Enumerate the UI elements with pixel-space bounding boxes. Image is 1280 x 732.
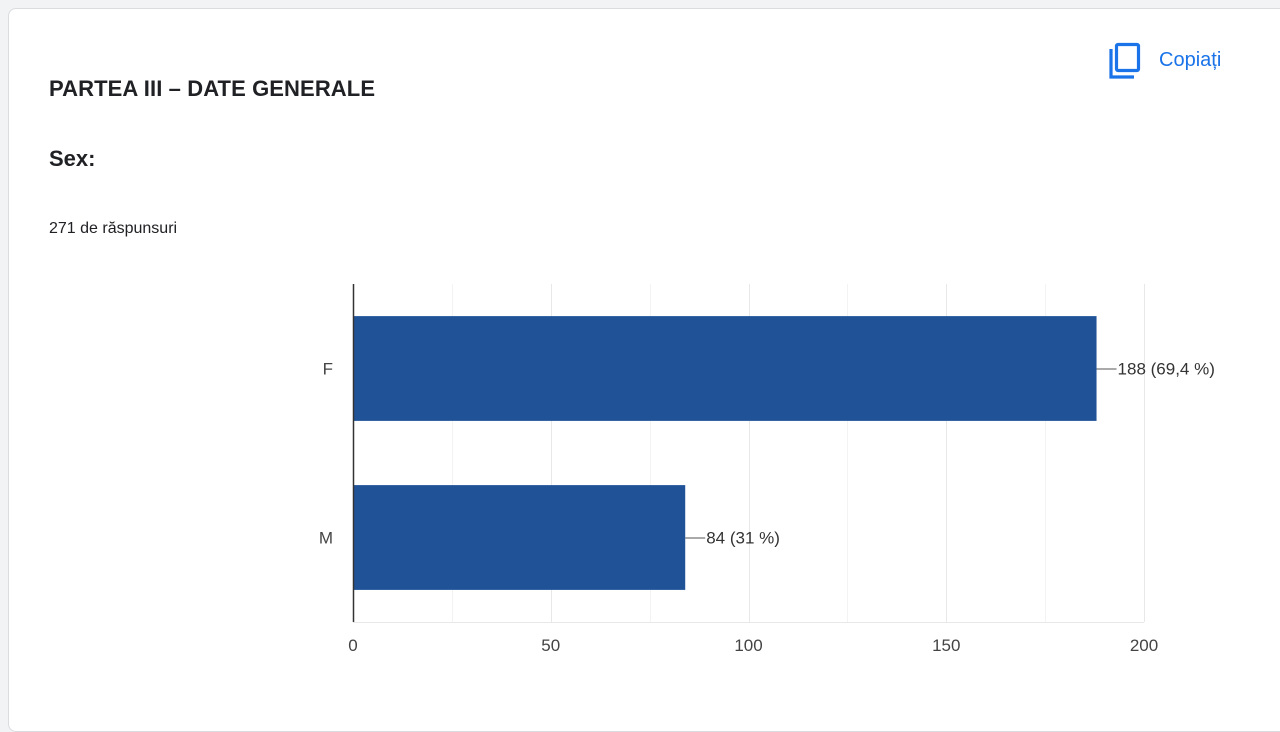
bar-m (353, 485, 686, 590)
category-label: F (323, 360, 333, 379)
question-title: Sex: (49, 146, 96, 171)
copy-icon (1104, 40, 1144, 80)
data-label: 84 (31 %) (706, 529, 780, 548)
section-title: PARTEA III – DATE GENERALE (49, 76, 376, 101)
x-tick-label: 0 (348, 636, 357, 655)
data-label: 188 (69,4 %) (1118, 360, 1215, 379)
x-tick-label: 200 (1130, 636, 1158, 655)
copy-button[interactable]: Copiați (1104, 40, 1221, 80)
bar-f (353, 316, 1097, 421)
response-count: 271 de răspunsuri (49, 220, 178, 237)
category-label: M (319, 529, 333, 548)
x-tick-label: 50 (541, 636, 560, 655)
x-tick-label: 100 (734, 636, 762, 655)
x-tick-label: 150 (932, 636, 960, 655)
copy-label: Copiați (1159, 48, 1222, 71)
